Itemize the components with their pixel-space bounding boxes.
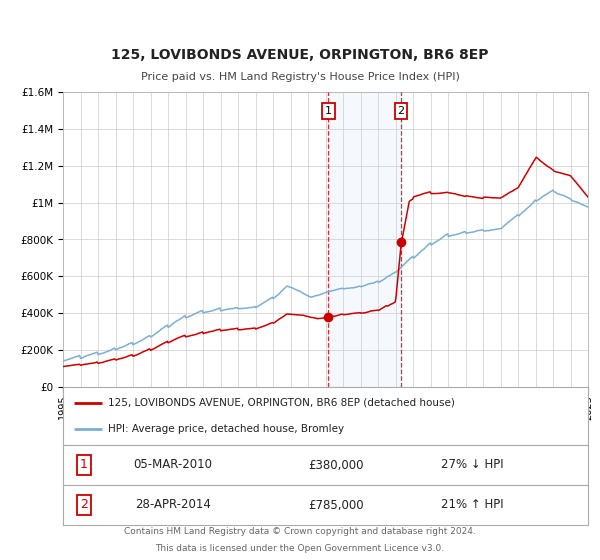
Text: 27% ↓ HPI: 27% ↓ HPI — [441, 459, 504, 472]
Text: 05-MAR-2010: 05-MAR-2010 — [134, 459, 213, 472]
Text: This data is licensed under the Open Government Licence v3.0.: This data is licensed under the Open Gov… — [155, 544, 445, 553]
Text: 1: 1 — [80, 459, 88, 472]
Text: HPI: Average price, detached house, Bromley: HPI: Average price, detached house, Brom… — [107, 424, 344, 435]
Text: 1: 1 — [325, 106, 332, 116]
Text: Contains HM Land Registry data © Crown copyright and database right 2024.: Contains HM Land Registry data © Crown c… — [124, 527, 476, 536]
Text: 2: 2 — [398, 106, 404, 116]
Text: Price paid vs. HM Land Registry's House Price Index (HPI): Price paid vs. HM Land Registry's House … — [140, 72, 460, 82]
Text: £380,000: £380,000 — [308, 459, 364, 472]
Text: 125, LOVIBONDS AVENUE, ORPINGTON, BR6 8EP (detached house): 125, LOVIBONDS AVENUE, ORPINGTON, BR6 8E… — [107, 398, 455, 408]
Text: 125, LOVIBONDS AVENUE, ORPINGTON, BR6 8EP: 125, LOVIBONDS AVENUE, ORPINGTON, BR6 8E… — [111, 48, 489, 62]
Text: £785,000: £785,000 — [308, 498, 364, 511]
Bar — [328, 92, 401, 387]
Text: 2: 2 — [80, 498, 88, 511]
Text: 21% ↑ HPI: 21% ↑ HPI — [441, 498, 504, 511]
Text: 28-APR-2014: 28-APR-2014 — [136, 498, 211, 511]
